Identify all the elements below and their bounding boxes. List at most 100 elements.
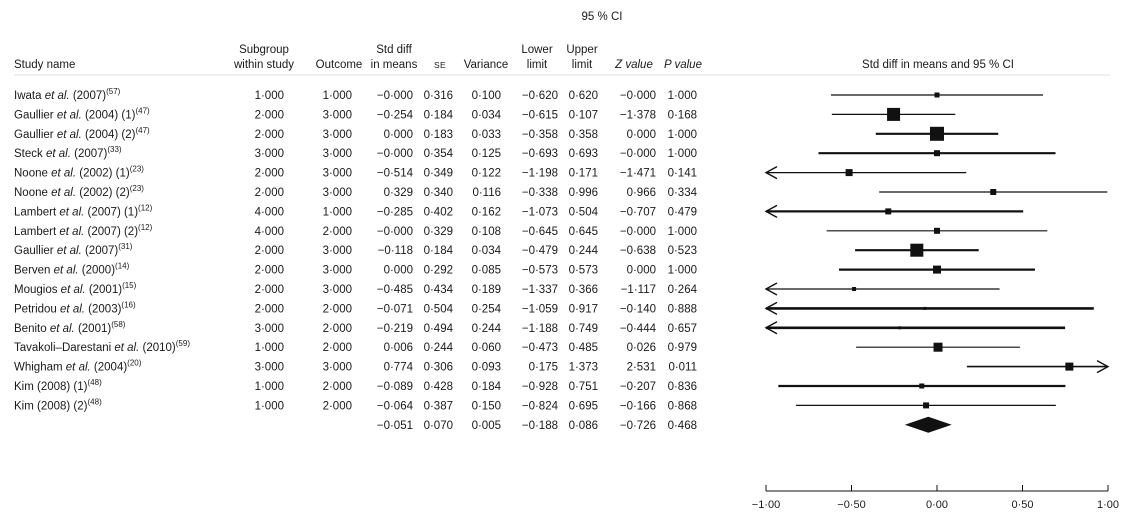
table-row: Gaullier et al. (2007)(31) 2·000 3·000 −0·1… (14, 242, 979, 257)
study-year: (2001) (78, 323, 111, 335)
cell-std_diff: −0·089 (377, 381, 413, 393)
study-name: Tavakoli–Darestani et al. (2010)(59) (14, 339, 190, 354)
cell-z: −1·117 (621, 284, 656, 296)
study-author: Gaullier (14, 109, 57, 121)
header-std-diff-line2: in means (371, 59, 418, 71)
cell-se: 0·387 (424, 400, 453, 412)
cell-upper: 0·485 (569, 342, 598, 354)
table-row: Kim (2008) (1)(48) 1·000 2·000 −0·089 0·428 0… (14, 378, 1066, 393)
cell-se: 0·292 (424, 265, 453, 277)
study-year: (2010) (143, 342, 176, 354)
cell-outcome: 3·000 (323, 284, 352, 296)
study-reference: (12) (138, 203, 153, 212)
cell-p: 0·334 (668, 187, 698, 199)
cell-outcome: 3·000 (323, 265, 352, 277)
study-et-al: et al. (59, 226, 87, 238)
study-name: Benito et al. (2001)(58) (14, 320, 126, 335)
cell-se: 0·428 (424, 381, 453, 393)
cell-variance: 0·085 (472, 265, 501, 277)
cell-outcome: 1·000 (323, 90, 352, 102)
study-author: Kim (14, 400, 37, 412)
cell-subgroup: 2·000 (255, 129, 284, 141)
point-estimate (990, 189, 997, 195)
cell-variance: 0·125 (472, 148, 501, 160)
study-year: (2002) (2) (79, 187, 130, 199)
study-name: Noone et al. (2002) (2)(23) (14, 184, 144, 199)
header-std-diff-line1: Std diff (376, 44, 412, 56)
study-rows: Iwata et al. (2007)(57) 1·000 1·000 −0·000 0… (14, 87, 1110, 412)
cell-se: 0·349 (424, 168, 453, 180)
study-reference: (48) (88, 397, 103, 406)
point-estimate (1065, 362, 1074, 371)
study-author: Petridou (14, 303, 60, 315)
ci-arrow-left (764, 282, 778, 296)
header-study-name: Study name (14, 59, 75, 71)
cell-p: 1·000 (668, 129, 697, 141)
cell-se: 0·354 (424, 148, 454, 160)
study-author: Tavakoli–Darestani (14, 342, 114, 354)
table-row: Kim (2008) (2)(48) 1·000 2·000 −0·064 0·387 0… (14, 397, 1056, 412)
table-row: Berven et al. (2000)(14) 2·000 3·000 0·000 0… (14, 262, 1035, 277)
overall-p: 0·468 (668, 420, 697, 432)
ci-arrow-left (764, 204, 778, 219)
tick-label: −1·00 (752, 499, 780, 511)
summary-diamond (904, 416, 952, 433)
study-year: (2004) (1) (85, 109, 136, 121)
cell-variance: 0·244 (472, 323, 502, 335)
cell-lower: 0·175 (529, 362, 558, 374)
cell-std_diff: −0·485 (377, 284, 413, 296)
study-reference: (12) (138, 223, 153, 232)
cell-z: 0·000 (627, 129, 656, 141)
cell-z: −1·378 (620, 109, 656, 121)
study-reference: (47) (135, 106, 150, 115)
cell-outcome: 1·000 (323, 206, 352, 218)
study-reference: (58) (111, 320, 126, 329)
cell-p: 0·264 (668, 284, 698, 296)
cell-std_diff: −0·118 (378, 245, 413, 257)
header-subgroup-line1: Subgroup (239, 44, 289, 56)
cell-std_diff: 0·000 (384, 265, 413, 277)
study-author: Kim (14, 381, 37, 393)
study-author: Whigham (14, 362, 66, 374)
cell-p: 0·657 (668, 323, 697, 335)
table-row: Iwata et al. (2007)(57) 1·000 1·000 −0·000 0… (14, 87, 1044, 102)
cell-lower: −0·693 (522, 148, 558, 160)
point-estimate (852, 287, 857, 291)
cell-se: 0·316 (424, 90, 453, 102)
cell-outcome: 3·000 (323, 129, 352, 141)
header-upper-line1: Upper (566, 44, 597, 56)
study-et-al: et al. (114, 342, 142, 354)
study-reference: (23) (130, 165, 145, 174)
study-year: (2007) (73, 90, 106, 102)
cell-se: 0·434 (424, 284, 454, 296)
cell-p: 0·979 (668, 342, 697, 354)
study-et-al: et al. (54, 265, 82, 277)
cell-upper: 0·749 (569, 323, 598, 335)
study-author: Steck (14, 148, 46, 160)
cell-subgroup: 2·000 (255, 245, 284, 257)
header-plot-title: Std diff in means and 95 % CI (862, 59, 1014, 71)
cell-p: 1·000 (668, 148, 697, 160)
cell-lower: −0·620 (522, 90, 558, 102)
x-axis: −1·00 −0·50 0·00 0·50 1·00 (752, 485, 1119, 511)
study-year: (2003) (88, 303, 121, 315)
study-year: (2001) (89, 284, 122, 296)
study-et-al: et al. (59, 206, 87, 218)
point-estimate (934, 92, 940, 98)
cell-se: 0·184 (424, 245, 454, 257)
study-reference: (33) (107, 145, 122, 154)
ci-header: 95 % CI (582, 11, 623, 23)
cell-z: −0·207 (620, 381, 656, 393)
cell-upper: 0·366 (569, 284, 598, 296)
study-name: Steck et al. (2007)(33) (14, 145, 122, 160)
cell-upper: 0·107 (569, 109, 598, 121)
point-estimate (845, 169, 853, 177)
table-row: Petridou et al. (2003)(16) 2·000 2·000 −0·0… (14, 300, 1094, 315)
cell-p: 0·523 (668, 245, 697, 257)
study-year: (2007) (74, 148, 107, 160)
study-reference: (31) (118, 242, 133, 251)
cell-variance: 0·189 (472, 284, 501, 296)
cell-subgroup: 4·000 (255, 226, 284, 238)
study-et-al: et al. (61, 284, 89, 296)
cell-se: 0·504 (424, 303, 454, 315)
